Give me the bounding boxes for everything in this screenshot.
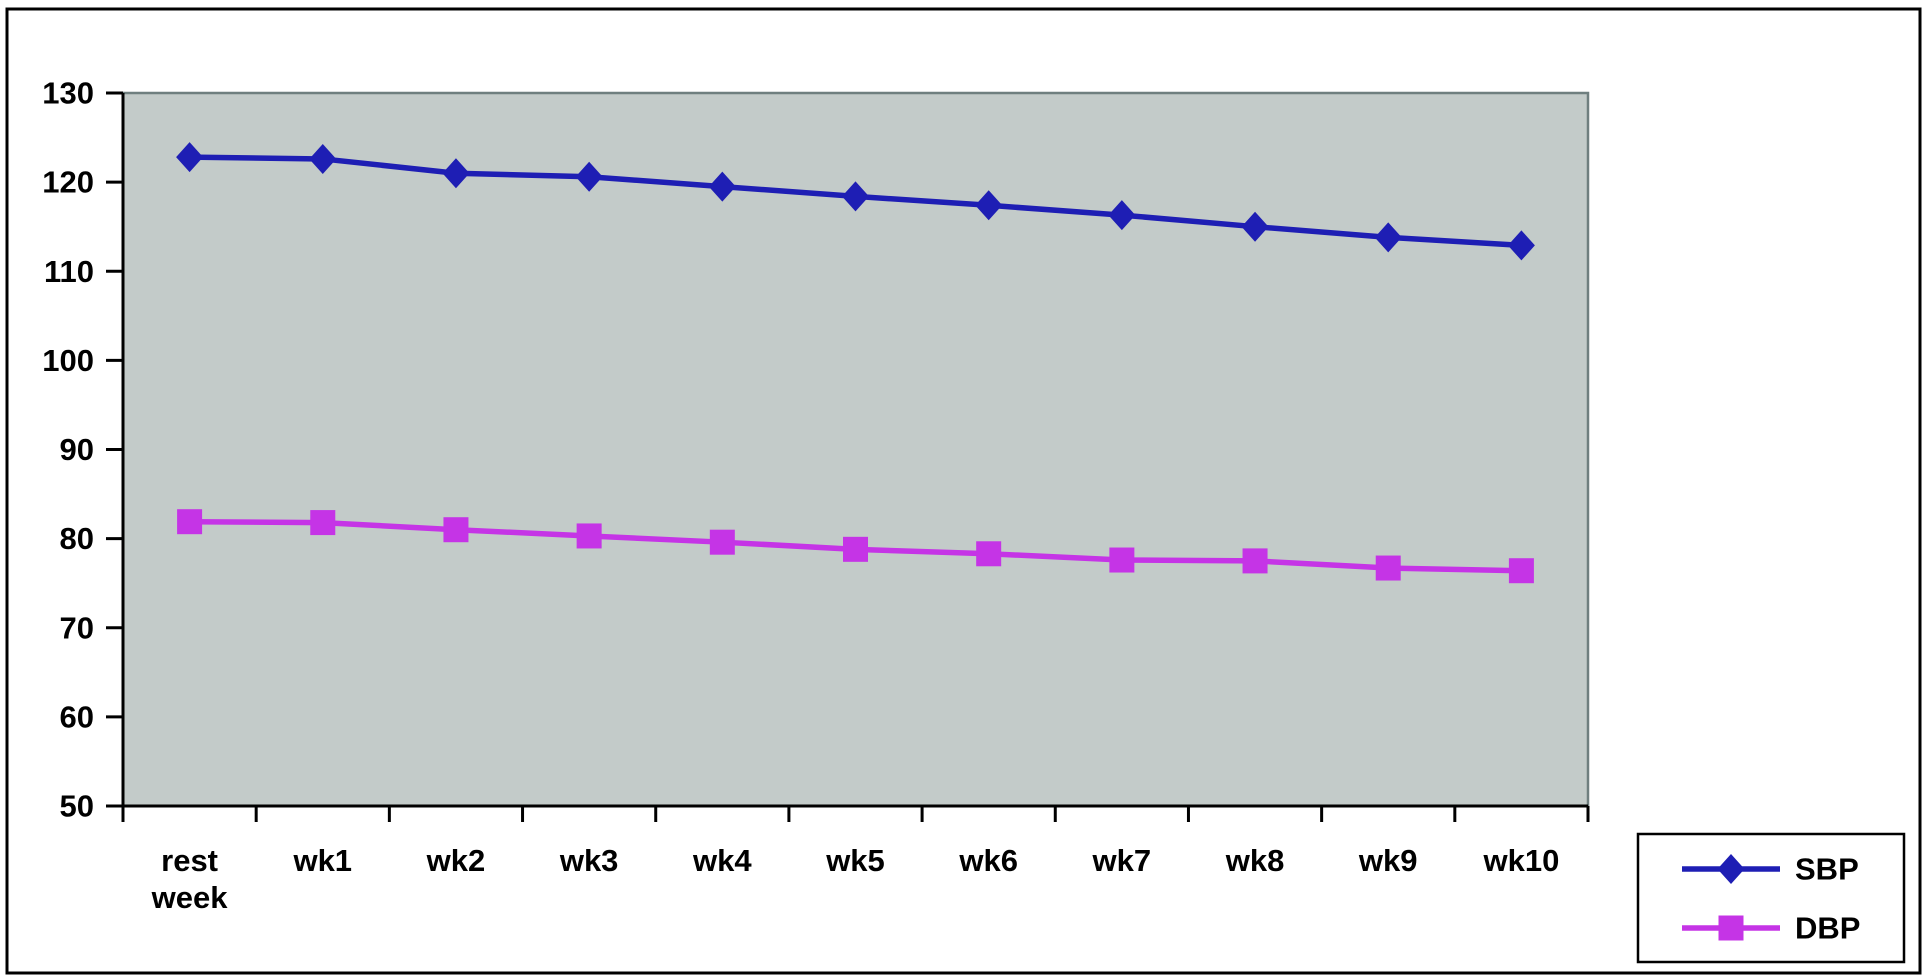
dbp-marker [976, 541, 1002, 567]
y-tick-label: 130 [42, 76, 94, 111]
dbp-marker [576, 523, 602, 549]
sbp-marker [176, 142, 204, 173]
x-tick-label: wk3 [559, 843, 619, 878]
plot-border [123, 91, 1590, 806]
sbp-marker [842, 181, 869, 212]
legend-dbp-marker [1718, 915, 1744, 941]
sbp-marker [975, 190, 1003, 221]
y-tick-label: 120 [42, 165, 94, 200]
dbp-marker [1375, 555, 1401, 581]
x-tick-label: wk8 [1225, 843, 1285, 878]
x-tick-label: wk7 [1092, 843, 1152, 878]
x-tick-label: wk5 [825, 843, 885, 878]
sbp-marker [442, 158, 470, 189]
plot-area [123, 93, 1588, 806]
dbp-marker [443, 517, 469, 543]
y-tick-label: 60 [60, 699, 94, 734]
y-tick-label: 90 [60, 432, 94, 467]
dbp-marker [843, 536, 868, 562]
y-tick-label: 100 [42, 343, 94, 378]
sbp-marker [1374, 222, 1402, 253]
dbp-marker [1242, 548, 1268, 574]
x-tick-label: wk4 [692, 843, 752, 878]
dbp-marker [709, 529, 735, 555]
y-tick-label: 110 [44, 254, 94, 289]
x-tick-label: wk2 [426, 843, 486, 878]
y-tick-label: 80 [60, 521, 94, 556]
x-tick-label: wk10 [1482, 843, 1559, 878]
x-tick-label: rest week [151, 843, 229, 915]
sbp-marker [309, 143, 337, 174]
sbp-marker [1108, 200, 1136, 231]
sbp-marker [708, 171, 736, 202]
x-tick-label: wk9 [1358, 843, 1418, 878]
sbp-marker [1241, 211, 1269, 242]
legend-label-dbp: DBP [1795, 911, 1860, 946]
dbp-marker [1508, 558, 1534, 584]
legend-label-sbp: SBP [1795, 852, 1859, 887]
figure-border [5, 7, 1922, 975]
legend-sbp-marker [1717, 854, 1745, 884]
x-tick-label: wk1 [292, 843, 352, 878]
x-tick-label: wk6 [958, 843, 1018, 878]
dbp-marker [1109, 547, 1135, 573]
dbp-marker [177, 509, 203, 535]
y-tick-label: 70 [60, 610, 94, 645]
legend-box [1636, 832, 1906, 964]
sbp-marker [1507, 230, 1535, 261]
sbp-marker [575, 161, 603, 192]
y-tick-label: 50 [60, 789, 94, 824]
dbp-marker [310, 510, 336, 536]
